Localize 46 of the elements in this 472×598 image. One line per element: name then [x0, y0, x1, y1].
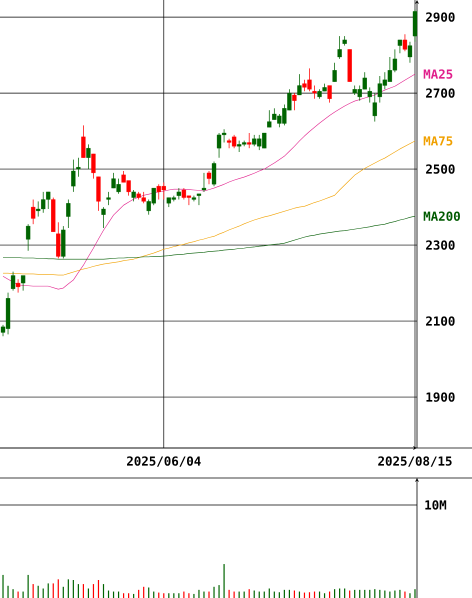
candlestick — [81, 125, 86, 158]
candlestick — [66, 199, 70, 228]
candlestick — [206, 170, 212, 185]
candlestick — [131, 190, 136, 202]
x-tick-label: 2025/08/15 — [378, 456, 452, 467]
candlestick — [368, 87, 372, 103]
y-tick-label: 1900 — [426, 392, 455, 402]
candlestick — [106, 192, 111, 206]
candlestick — [86, 144, 91, 170]
y-tick-label: 2500 — [426, 164, 455, 174]
series-label: MA200 — [424, 211, 460, 221]
candlestick — [342, 36, 347, 46]
y-tick-label: 2300 — [426, 240, 455, 250]
candlestick — [20, 275, 26, 292]
candlestick — [332, 62, 337, 82]
candlestick — [176, 188, 182, 200]
candlestick — [26, 224, 30, 252]
y-tick-label: 2700 — [426, 88, 455, 98]
candlestick — [212, 161, 216, 187]
candlestick — [196, 193, 202, 206]
candlestick — [402, 34, 408, 52]
candlestick — [56, 222, 60, 259]
y-tick-label: 2100 — [426, 316, 455, 326]
candlestick — [247, 132, 252, 149]
candlestick — [292, 92, 297, 111]
candlestick — [408, 41, 412, 64]
candlestick — [267, 110, 272, 128]
ref-line-label: 10M — [425, 500, 446, 510]
series-label: MA75 — [424, 136, 452, 146]
candlestick — [327, 85, 332, 103]
candlestick — [398, 40, 402, 54]
candlestick — [31, 199, 36, 225]
series-label: MA25 — [424, 69, 452, 79]
candlestick — [312, 85, 317, 100]
candlestick — [337, 36, 342, 60]
candlestick — [202, 172, 206, 192]
candlestick — [101, 206, 106, 228]
candlestick — [16, 278, 20, 293]
candlestick — [71, 159, 76, 192]
candlestick — [91, 154, 96, 179]
candlestick — [297, 74, 302, 96]
candlestick — [10, 271, 16, 292]
candlestick — [372, 92, 377, 122]
candlestick — [76, 157, 81, 178]
y-tick-label: 2900 — [426, 12, 455, 22]
x-tick-label: 2025/06/04 — [127, 456, 201, 467]
